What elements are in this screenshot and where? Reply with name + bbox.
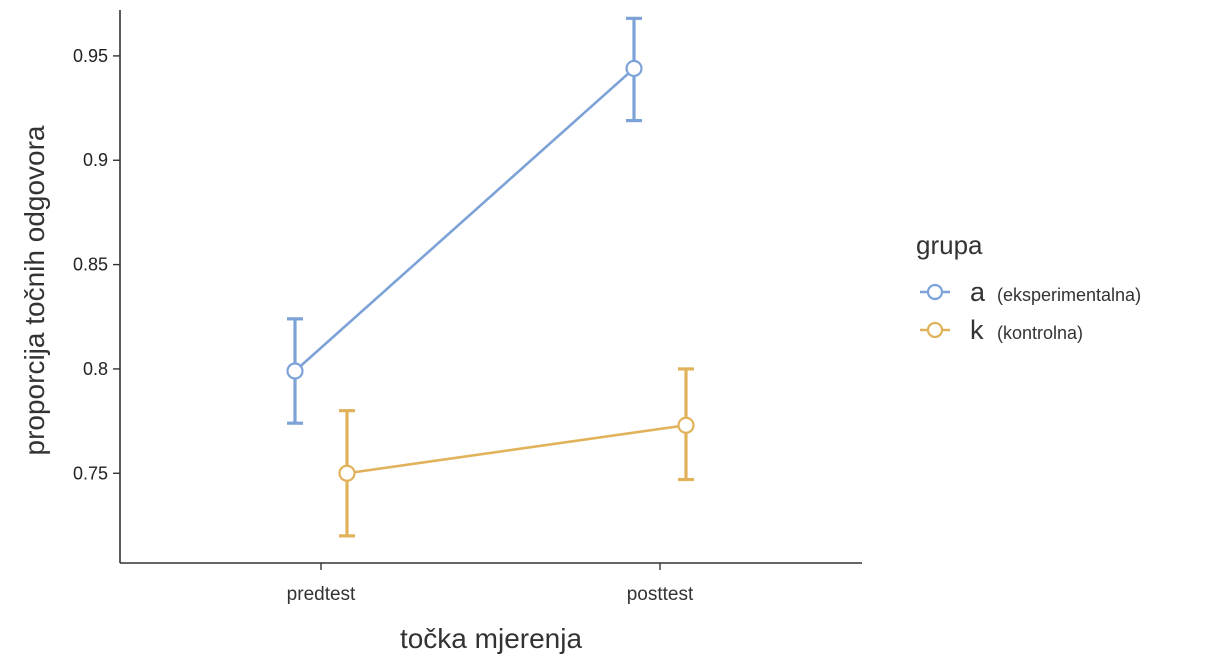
y-tick-label: 0.85 — [73, 255, 108, 275]
legend-items: a (eksperimentalna) k (kontrolna) — [920, 277, 1141, 345]
data-point — [338, 464, 356, 482]
legend-item-a: a (eksperimentalna) — [920, 277, 1141, 307]
y-axis-ticks: 0.75 0.8 0.85 0.9 0.95 — [73, 46, 120, 483]
series-k — [338, 367, 695, 538]
x-axis-title: točka mjerenja — [400, 623, 583, 654]
y-tick-label: 0.95 — [73, 46, 108, 66]
legend-item-k: k (kontrolna) — [920, 315, 1083, 345]
axes — [119, 10, 862, 564]
data-point — [625, 59, 643, 78]
y-tick-label: 0.8 — [83, 359, 108, 379]
legend-description: (eksperimentalna) — [997, 285, 1141, 305]
y-axis-title: proporcija točnih odgovora — [19, 125, 50, 455]
legend-marker — [926, 321, 944, 339]
series-line — [346, 423, 687, 475]
data-point — [677, 416, 695, 434]
series-line — [294, 67, 635, 372]
series-a — [286, 16, 643, 425]
series-layer — [286, 16, 695, 538]
legend: grupa a (eksperimentalna) k (kontrolna) — [916, 230, 1141, 345]
data-point — [286, 362, 304, 380]
legend-description: (kontrolna) — [997, 323, 1083, 343]
x-tick-label: posttest — [627, 584, 694, 605]
legend-title: grupa — [916, 230, 983, 260]
legend-key-label: a — [970, 277, 986, 307]
legend-key-label: k — [970, 315, 984, 345]
y-tick-label: 0.9 — [83, 150, 108, 170]
y-tick-label: 0.75 — [73, 463, 108, 483]
legend-marker — [926, 283, 944, 301]
x-axis-ticks: predtest posttest — [287, 563, 694, 605]
x-tick-label: predtest — [287, 584, 356, 605]
